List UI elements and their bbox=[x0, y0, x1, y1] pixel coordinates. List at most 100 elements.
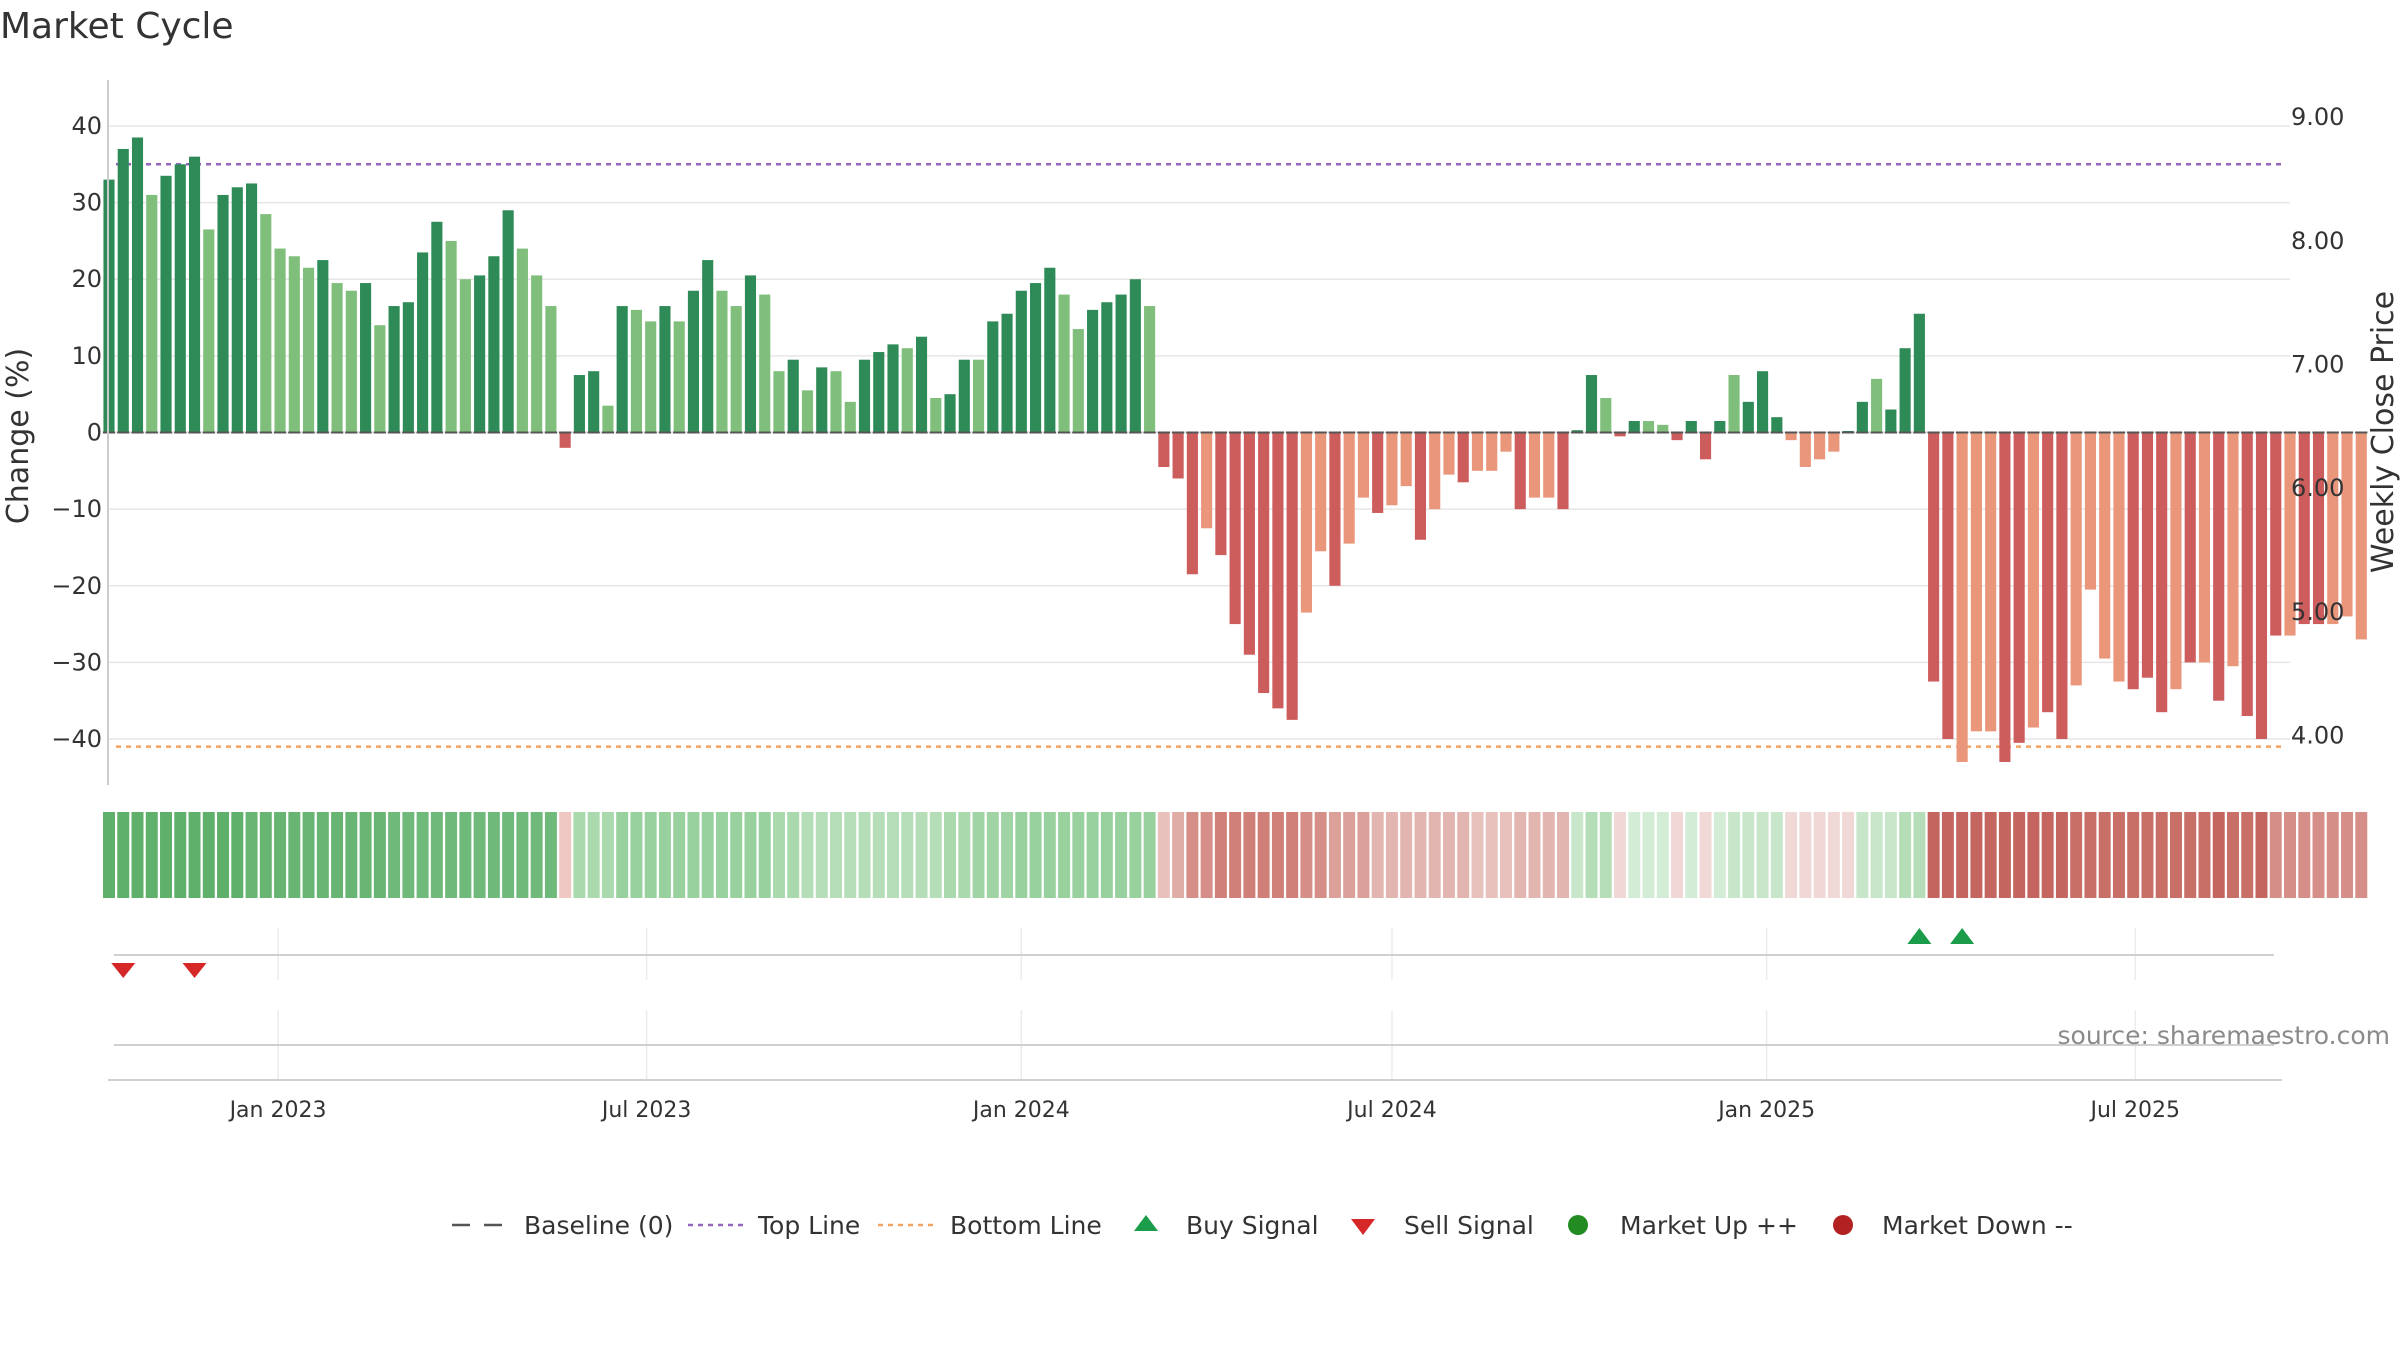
bar bbox=[188, 156, 201, 433]
state-cell bbox=[445, 812, 458, 898]
state-cell bbox=[2355, 812, 2368, 898]
state-cell bbox=[858, 812, 871, 898]
state-cell bbox=[872, 812, 885, 898]
state-cell bbox=[1457, 812, 1470, 898]
bar bbox=[1942, 432, 1954, 740]
state-cell bbox=[174, 812, 187, 898]
bar bbox=[160, 175, 172, 433]
bar bbox=[1657, 424, 1669, 433]
bar bbox=[1372, 432, 1384, 513]
y-tick-label: −30 bbox=[51, 648, 102, 676]
y-right-tick-label: 6.00 bbox=[2291, 474, 2344, 502]
y-tick-label: −10 bbox=[51, 495, 102, 523]
bar bbox=[1087, 309, 1099, 433]
bar bbox=[1642, 421, 1655, 433]
state-cell bbox=[944, 812, 957, 898]
state-cell bbox=[2198, 812, 2211, 898]
state-cell bbox=[787, 812, 800, 898]
y-tick-label: 30 bbox=[71, 189, 102, 217]
state-cell bbox=[1899, 812, 1912, 898]
bar bbox=[1001, 313, 1013, 433]
state-cell bbox=[1770, 812, 1783, 898]
y-right-tick-label: 8.00 bbox=[2291, 227, 2344, 255]
state-cell bbox=[1243, 812, 1256, 898]
bar bbox=[1671, 432, 1683, 441]
bar bbox=[1072, 329, 1084, 433]
state-cell bbox=[2084, 812, 2097, 898]
bar bbox=[345, 290, 357, 433]
bar bbox=[1172, 432, 1184, 479]
x-tick-label: Jul 2025 bbox=[2088, 1098, 2180, 1123]
bar bbox=[944, 394, 956, 433]
y-tick-label: 0 bbox=[87, 419, 102, 447]
state-cell bbox=[1214, 812, 1227, 898]
state-cell bbox=[288, 812, 301, 898]
state-cell bbox=[644, 812, 657, 898]
state-cell bbox=[1015, 812, 1028, 898]
legend-label: Baseline (0) bbox=[524, 1211, 673, 1240]
bar bbox=[260, 214, 272, 433]
bar bbox=[1514, 432, 1526, 510]
state-cell bbox=[416, 812, 429, 898]
state-cell bbox=[1728, 812, 1741, 898]
buy-signal-marker bbox=[1950, 928, 1975, 944]
bar bbox=[873, 352, 885, 433]
state-cell bbox=[331, 812, 344, 898]
legend-label: Market Up ++ bbox=[1620, 1211, 1798, 1240]
signal-panel bbox=[111, 928, 2274, 1046]
state-cell bbox=[2184, 812, 2197, 898]
state-cell bbox=[359, 812, 372, 898]
state-cell bbox=[758, 812, 771, 898]
legend-buy-icon bbox=[1134, 1215, 1158, 1231]
state-cell bbox=[1856, 812, 1869, 898]
state-cell bbox=[2141, 812, 2154, 898]
bar bbox=[374, 325, 386, 433]
bar bbox=[1728, 375, 1740, 433]
bar bbox=[2341, 432, 2353, 617]
state-cell bbox=[487, 812, 500, 898]
bar bbox=[317, 260, 329, 433]
x-tick-label: Jan 2023 bbox=[228, 1098, 327, 1123]
state-cell bbox=[1742, 812, 1755, 898]
state-cell bbox=[2326, 812, 2339, 898]
bar bbox=[1585, 375, 1598, 433]
state-cell bbox=[2312, 812, 2325, 898]
y-tick-label: 20 bbox=[71, 265, 102, 293]
state-cell bbox=[544, 812, 557, 898]
state-cell bbox=[1414, 812, 1427, 898]
bar bbox=[1215, 432, 1227, 556]
state-cell bbox=[245, 812, 258, 898]
y-right-tick-label: 9.00 bbox=[2291, 103, 2344, 131]
bar bbox=[744, 275, 757, 433]
bar bbox=[360, 283, 372, 433]
sell-signal-marker bbox=[111, 963, 136, 978]
bar bbox=[1258, 432, 1270, 694]
bar bbox=[1985, 432, 1997, 732]
state-cell bbox=[1286, 812, 1299, 898]
legend-label: Market Down -- bbox=[1882, 1211, 2073, 1240]
bar bbox=[958, 359, 970, 433]
state-cell bbox=[1557, 812, 1569, 898]
bar bbox=[274, 248, 286, 433]
bar bbox=[1300, 432, 1312, 613]
y-right-tick-label: 4.00 bbox=[2291, 722, 2344, 750]
bar bbox=[1443, 432, 1455, 475]
state-cell bbox=[1485, 812, 1498, 898]
state-cell bbox=[1058, 812, 1071, 898]
state-cell bbox=[901, 812, 914, 898]
state-cell bbox=[1257, 812, 1270, 898]
state-cell bbox=[516, 812, 529, 898]
state-cell bbox=[373, 812, 386, 898]
bar bbox=[816, 367, 828, 433]
bar bbox=[117, 148, 129, 433]
state-cell bbox=[1785, 812, 1798, 898]
bar bbox=[174, 164, 186, 433]
state-cell bbox=[715, 812, 728, 898]
state-cell bbox=[1471, 812, 1484, 898]
bar bbox=[445, 240, 457, 433]
state-cell bbox=[986, 812, 999, 898]
bar bbox=[245, 183, 258, 433]
bar bbox=[502, 210, 514, 433]
bar bbox=[1471, 432, 1484, 471]
